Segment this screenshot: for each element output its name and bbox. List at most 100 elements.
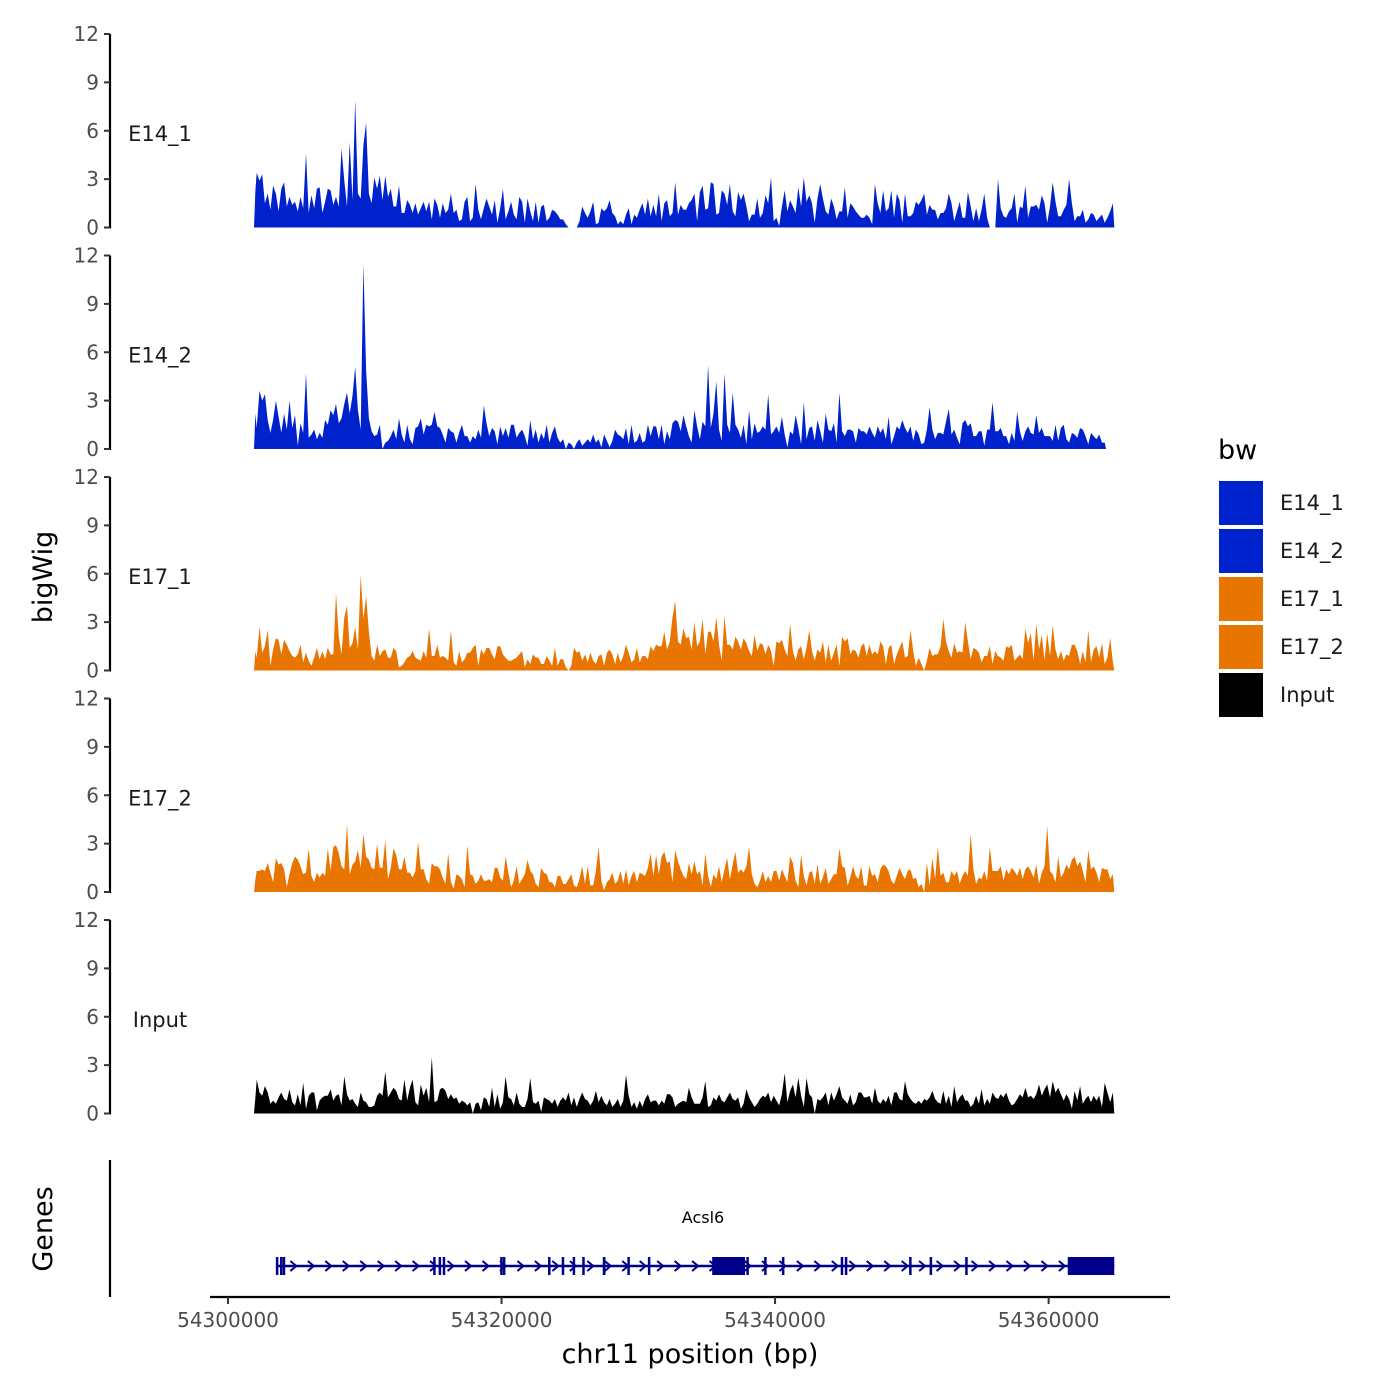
gene-exon <box>746 1257 749 1275</box>
strand-arrow <box>1023 1260 1032 1272</box>
legend-swatch-input <box>1217 671 1265 719</box>
gene-acsl6: Acsl6 <box>275 1208 1115 1275</box>
gene-exon <box>965 1257 968 1275</box>
strand-arrow <box>569 1260 578 1272</box>
strand-arrow <box>639 1260 648 1272</box>
legend-label-e17-2: E17_2 <box>1280 635 1344 660</box>
x-tick-label: 54300000 <box>177 1308 279 1332</box>
strand-arrow <box>1005 1260 1015 1272</box>
strand-arrow <box>342 1260 351 1272</box>
strand-arrow <box>464 1260 473 1272</box>
y-tick-label: 0 <box>86 1102 99 1126</box>
y-tick-label: 3 <box>86 610 99 634</box>
strand-arrow <box>551 1260 560 1272</box>
x-tick-label: 54340000 <box>724 1308 826 1332</box>
gene-exon <box>548 1257 551 1275</box>
gene-exon <box>500 1257 503 1275</box>
y-tick-label: 3 <box>86 832 99 856</box>
x-tick-label: 54320000 <box>451 1308 553 1332</box>
strand-arrow <box>970 1260 980 1272</box>
y-tick-label: 12 <box>74 687 99 711</box>
strand-arrow <box>411 1260 421 1272</box>
legend-label-e14-2: E14_2 <box>1280 539 1344 564</box>
genes-axis-title: Genes <box>28 1186 59 1271</box>
gene-exon <box>840 1257 844 1275</box>
strand-arrow <box>307 1260 316 1272</box>
coverage-tracks: 0 3 6 9 12 E14_1 0 3 6 9 12 E14_2 0 3 6 9 12 E17_1 0 3 6 9 12 E… <box>74 22 1115 1126</box>
legend-label-e17-1: E17_1 <box>1280 587 1344 612</box>
track-label-e14-2: E14_2 <box>128 343 192 368</box>
coverage-area-e14-2 <box>254 263 1107 449</box>
y-tick-label: 9 <box>86 735 99 759</box>
coverage-area-e14-1 <box>254 100 1115 228</box>
gene-exon <box>502 1257 506 1275</box>
y-tick-label: 12 <box>74 908 99 932</box>
legend-label-input: Input <box>1280 683 1334 707</box>
legend-title: bw <box>1218 435 1257 466</box>
legend-swatch-e17-2 <box>1217 623 1265 671</box>
gene-exon <box>647 1257 651 1275</box>
gene-exon <box>572 1257 576 1275</box>
strand-arrow <box>656 1260 665 1272</box>
legend-swatch-e17-1 <box>1217 575 1265 623</box>
gene-name-label: Acsl6 <box>682 1208 724 1227</box>
track-e14-1: 0 3 6 9 12 E14_1 <box>74 22 1115 240</box>
strand-arrow <box>988 1260 997 1272</box>
strand-arrow <box>796 1260 805 1272</box>
legend: bw E14_1 E14_2 E17_1 E17_2 Input <box>1217 435 1344 719</box>
y-tick-label: 6 <box>86 340 99 364</box>
y-tick-label: 9 <box>86 956 99 980</box>
gene-exon <box>438 1257 442 1275</box>
y-tick-label: 9 <box>86 513 99 537</box>
strand-arrow <box>813 1260 822 1272</box>
strand-arrow <box>935 1260 945 1272</box>
strand-arrow <box>778 1260 787 1272</box>
strand-arrow <box>918 1260 927 1272</box>
gene-exon <box>929 1257 933 1275</box>
gene-exon <box>561 1257 565 1275</box>
gene-exon <box>433 1257 436 1275</box>
x-axis-title: chr11 position (bp) <box>562 1339 819 1370</box>
y-tick-label: 3 <box>86 167 99 191</box>
strand-arrow <box>761 1260 770 1272</box>
y-tick-label: 3 <box>86 1053 99 1077</box>
gene-exon <box>275 1257 279 1275</box>
gene-exon <box>279 1257 283 1275</box>
gene-exon <box>1067 1257 1115 1275</box>
track-e14-2: 0 3 6 9 12 E14_2 <box>74 244 1107 461</box>
track-label-e14-1: E14_1 <box>128 122 192 147</box>
track-e17-1: 0 3 6 9 12 E17_1 <box>74 465 1115 683</box>
y-tick-label: 0 <box>86 437 99 461</box>
legend-swatch-e14-2 <box>1217 527 1265 575</box>
y-tick-label: 12 <box>74 22 99 46</box>
strand-arrow <box>534 1260 543 1272</box>
coverage-area-input <box>254 1057 1115 1114</box>
y-tick-label: 6 <box>86 783 99 807</box>
strand-arrow <box>883 1260 892 1272</box>
track-input: 0 3 6 9 12 Input <box>74 908 1115 1126</box>
y-tick-label: 6 <box>86 1005 99 1029</box>
track-label-e17-1: E17_1 <box>128 565 192 590</box>
strand-arrow <box>359 1260 368 1272</box>
coverage-area-e17-1 <box>254 575 1115 671</box>
y-tick-label: 12 <box>74 465 99 489</box>
strand-arrow <box>953 1260 962 1272</box>
y-tick-label: 9 <box>86 70 99 94</box>
strand-arrow <box>394 1260 403 1272</box>
coverage-area-e17-2 <box>254 824 1115 892</box>
gene-exon <box>627 1257 630 1275</box>
strand-arrow <box>446 1260 456 1272</box>
gene-exon <box>844 1257 848 1275</box>
y-tick-label: 0 <box>86 216 99 240</box>
x-axis: 54300000 54320000 54340000 54360000 <box>177 1295 1170 1332</box>
x-tick-label: 54360000 <box>998 1308 1100 1332</box>
gene-exon <box>442 1257 446 1275</box>
strand-arrow <box>901 1260 910 1272</box>
strand-arrow <box>516 1260 525 1272</box>
y-tick-label: 0 <box>86 659 99 683</box>
strand-arrow <box>604 1260 613 1272</box>
y-tick-label: 0 <box>86 880 99 904</box>
gene-exon <box>282 1257 286 1275</box>
legend-swatch-e14-1 <box>1217 479 1265 527</box>
strand-arrow <box>848 1260 857 1272</box>
